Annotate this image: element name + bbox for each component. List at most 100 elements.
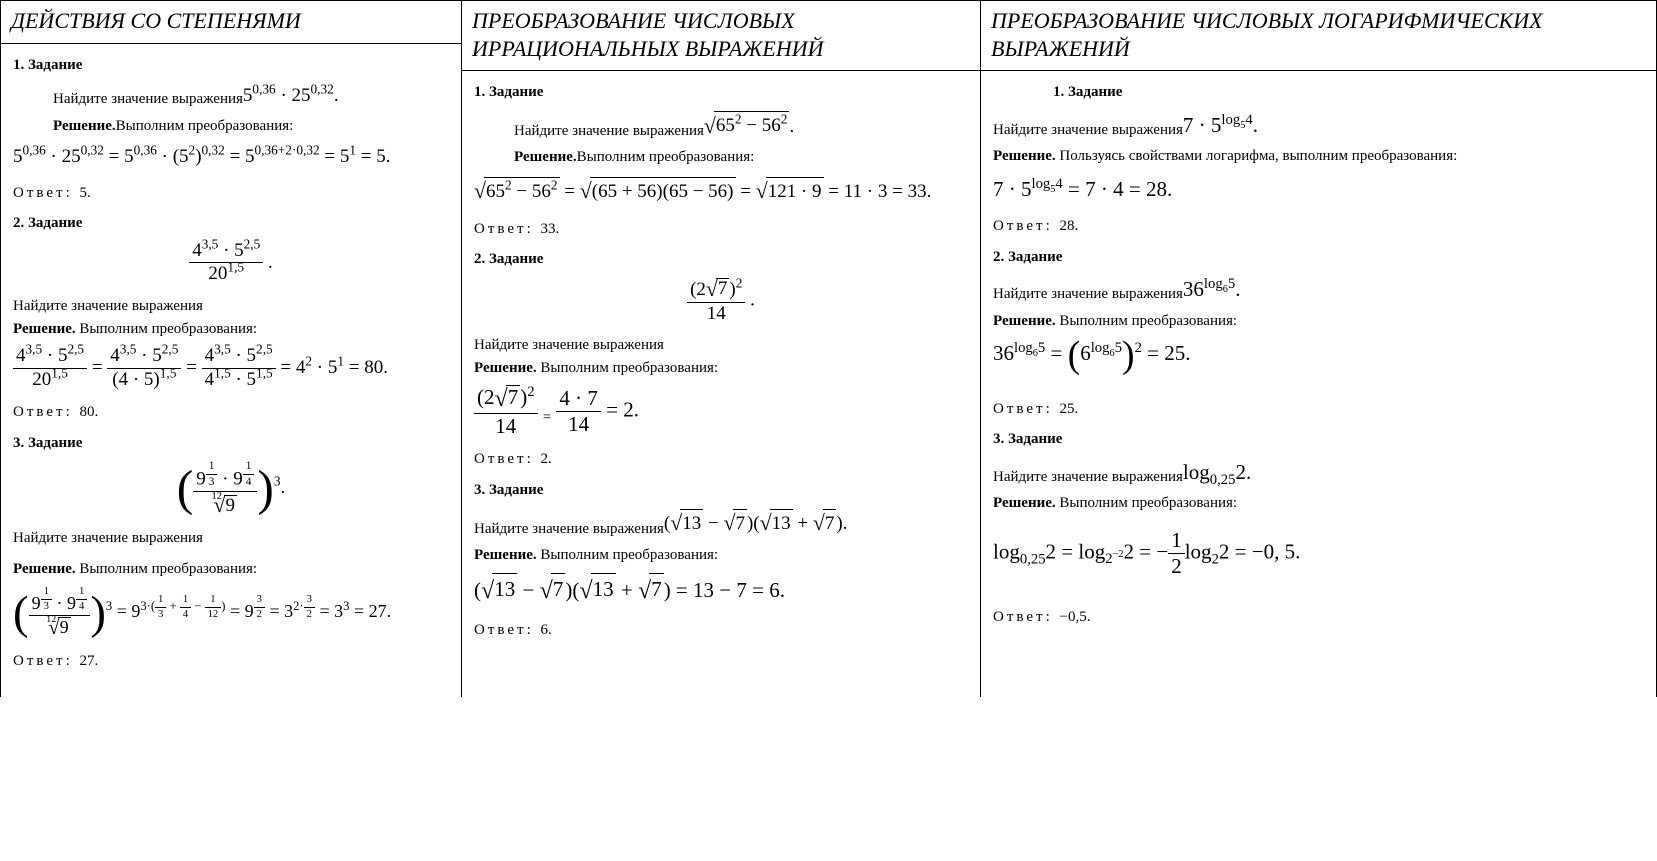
solution-line: Решение. Выполним преобразования: [474,544,968,567]
solution-intro: Выполним преобразования: [79,321,257,337]
solution-label: Решение. [474,547,537,563]
task-prompt: Найдите значение выражения 7 · 5log54. [993,110,1644,142]
column-header: ПРЕОБРАЗОВАНИЕ ЧИСЛОВЫХ ИРРАЦИОНАЛЬНЫХ В… [462,1,980,71]
solution-intro: Выполним преобразования: [540,360,718,376]
solution-line: Решение. Выполним преобразования: [13,318,449,341]
solution-work: (27)214 = 4 · 714 = 2. [474,385,968,438]
answer: Ответ: 6. [474,619,968,642]
solution-line: Решение. Выполним преобразования: [13,115,449,138]
solution-intro: Выполним преобразования: [540,547,718,563]
solution-line: Решение. Выполним преобразования: [993,492,1644,515]
answer-value: −0,5. [1060,609,1091,625]
solution-line: Решение. Выполним преобразования: [474,146,968,169]
answer-label: Ответ: [474,221,534,237]
solution-line: Решение. Пользуясь свойствами логарифма,… [993,145,1644,168]
solution-work: log0,252 = log2−22 = −12log22 = −0, 5. [993,529,1644,578]
column-irrational: ПРЕОБРАЗОВАНИЕ ЧИСЛОВЫХ ИРРАЦИОНАЛЬНЫХ В… [462,1,981,697]
solution-work: 43,5 · 52,5201,5 = 43,5 · 52,5(4 · 5)1,5… [13,346,449,391]
answer: Ответ: 33. [474,218,968,241]
task-title: 3. Задание [993,428,1644,451]
task-expression: 7 · 5log54. [1183,110,1258,142]
task-prompt: Найдите значение выражения [13,295,449,318]
answer-label: Ответ: [993,401,1053,417]
worksheet: ДЕЙСТВИЯ СО СТЕПЕНЯМИ 1. Задание Найдите… [0,0,1657,697]
task-expression: 43,5 · 52,5201,5 . [13,241,449,286]
prompt-text: Найдите значение выражения [993,466,1183,489]
answer: Ответ: −0,5. [993,606,1644,629]
solution-label: Решение. [993,495,1056,511]
answer-value: 25. [1060,401,1079,417]
task-expression: (913 · 914129)3. [13,460,449,517]
prompt-text: Найдите значение выражения [993,283,1183,306]
task-title: 2. Задание [474,248,968,271]
solution-label: Решение. [514,146,577,169]
column-body: 1. Задание Найдите значение выражения 7 … [981,71,1656,652]
prompt-text: Найдите значение выражения [993,119,1183,142]
solution-label: Решение. [53,115,116,138]
column-body: 1. Задание Найдите значение выражения 65… [462,71,980,665]
prompt-text: Найдите значение выражения [474,518,664,541]
answer: Ответ: 2. [474,448,968,471]
task-prompt: Найдите значение выражения log0,252. [993,457,1644,489]
answer-value: 28. [1060,218,1079,234]
solution-label: Решение. [474,360,537,376]
answer-label: Ответ: [993,609,1053,625]
solution-intro: Выполним преобразования: [1059,313,1237,329]
column-logarithmic: ПРЕОБРАЗОВАНИЕ ЧИСЛОВЫХ ЛОГАРИФМИЧЕСКИХ … [981,1,1657,697]
task-expression: 36log65. [1183,274,1241,306]
solution-work: (913 · 914129)3 = 93·(13 + 14 − 112) = 9… [13,586,449,640]
task-expression: 652 − 562. [704,110,794,143]
solution-intro: Выполним преобразования: [1059,495,1237,511]
solution-label: Решение. [13,561,76,577]
task-title: 3. Задание [13,432,449,455]
solution-work: 50,36 · 250,32 = 50,36 · (52)0,32 = 50,3… [13,143,449,172]
solution-intro: Пользуясь свойствами логарифма, выполним… [1059,148,1457,164]
solution-work: (13 − 7)(13 + 7) = 13 − 7 = 6. [474,573,968,609]
solution-work: 36log65 = (6log65)2 = 25. [993,338,1644,370]
solution-intro: Выполним преобразования: [577,146,755,169]
column-powers: ДЕЙСТВИЯ СО СТЕПЕНЯМИ 1. Задание Найдите… [0,1,462,697]
solution-line: Решение. Выполним преобразования: [13,558,449,581]
task-prompt: Найдите значение выражения [13,527,449,550]
prompt-text: Найдите значение выражения [514,120,704,143]
task-title: 1. Задание [474,81,968,104]
answer: Ответ: 5. [13,182,449,205]
task-title: 2. Задание [13,212,449,235]
answer-value: 2. [541,451,552,467]
task-title: 1. Задание [993,81,1644,104]
answer-label: Ответ: [13,185,73,201]
column-body: 1. Задание Найдите значение выражения 50… [1,44,461,697]
task-expression: (13 − 7)(13 + 7). [664,507,848,540]
solution-label: Решение. [993,148,1056,164]
prompt-text: Найдите значение выражения [53,88,243,111]
task-prompt: Найдите значение выражения (13 − 7)(13 +… [474,507,968,540]
answer-value: 6. [541,622,552,638]
task-expression: (27)214 . [474,277,968,325]
task-prompt: Найдите значение выражения [474,334,968,357]
solution-label: Решение. [993,313,1056,329]
task-prompt: Найдите значение выражения 50,36 · 250,3… [13,82,449,111]
task-title: 1. Задание [13,54,449,77]
task-expression: log0,252. [1183,457,1251,489]
solution-line: Решение. Выполним преобразования: [993,310,1644,333]
answer-value: 80. [80,404,99,420]
task-prompt: Найдите значение выражения 36log65. [993,274,1644,306]
answer-label: Ответ: [474,451,534,467]
task-expression: 50,36 · 250,32. [243,82,339,111]
column-header: ПРЕОБРАЗОВАНИЕ ЧИСЛОВЫХ ЛОГАРИФМИЧЕСКИХ … [981,1,1656,71]
solution-label: Решение. [13,321,76,337]
column-header: ДЕЙСТВИЯ СО СТЕПЕНЯМИ [1,1,461,44]
answer-label: Ответ: [13,653,73,669]
task-title: 2. Задание [993,246,1644,269]
solution-intro: Выполним преобразования: [79,561,257,577]
answer-label: Ответ: [993,218,1053,234]
answer: Ответ: 80. [13,401,449,424]
answer-label: Ответ: [13,404,73,420]
answer-value: 33. [541,221,560,237]
solution-work: 652 − 562 = (65 + 56)(65 − 56) = 121 · 9… [474,175,968,208]
answer-value: 5. [80,185,91,201]
solution-intro: Выполним преобразования: [116,115,294,138]
answer-label: Ответ: [474,622,534,638]
task-prompt: Найдите значение выражения 652 − 562. [474,110,968,143]
solution-line: Решение. Выполним преобразования: [474,357,968,380]
